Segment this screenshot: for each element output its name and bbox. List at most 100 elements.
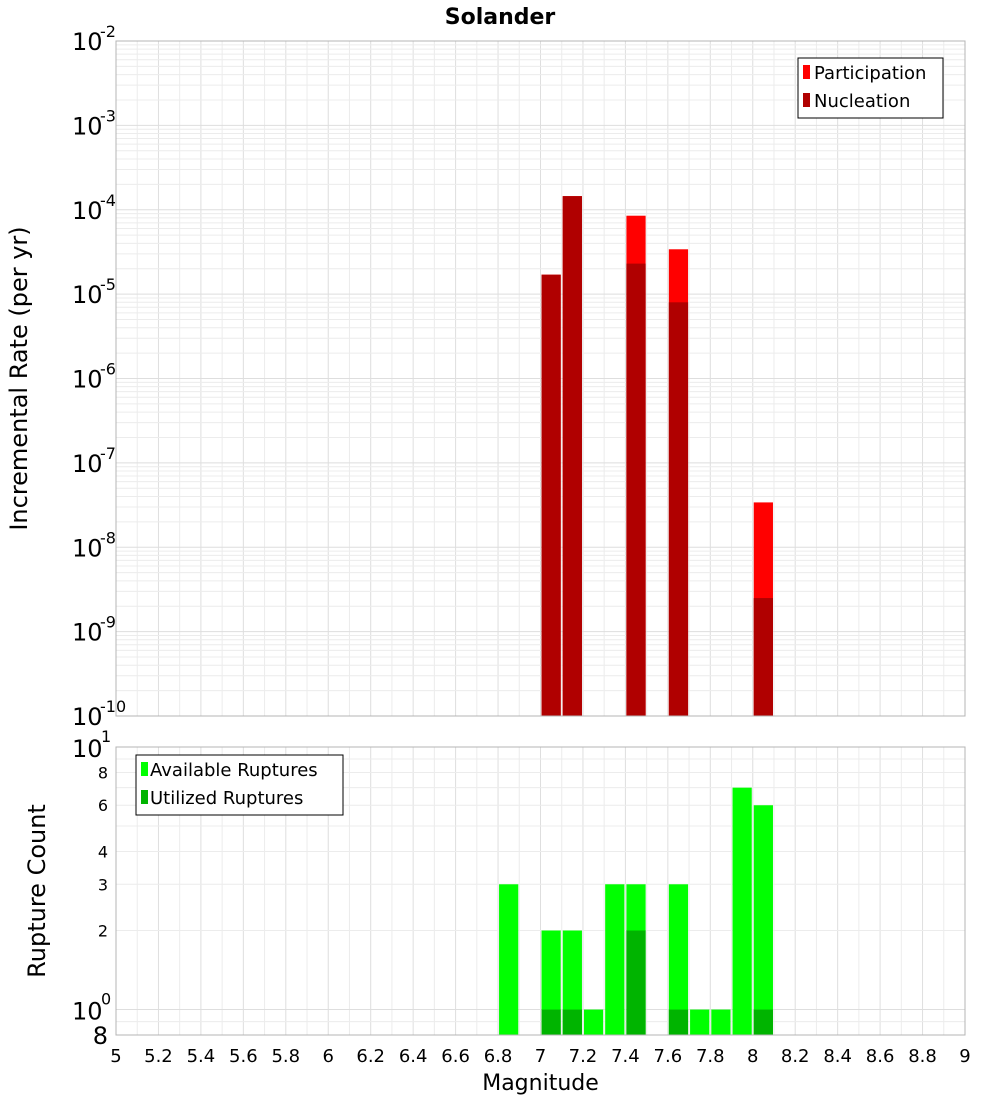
utilized-ruptures-bar [562,1009,582,1035]
available-ruptures-bar [711,1009,731,1035]
x-tick-label: 8.2 [781,1046,810,1067]
x-tick-label: 5.6 [229,1046,258,1067]
bottom-y-power-tick: 100 [72,990,111,1026]
x-tick-labels: 5 5.2 5.4 5.6 5.8 6 6.2 6.4 6.6 6.8 7 7.2 7.4 7.6 7.8 8… [110,1046,970,1067]
x-tick-label: 6 [323,1046,334,1067]
legend-swatch [803,93,810,107]
svg-text:-2: -2 [100,22,116,41]
top-y-tick-label: 10-8 [72,528,116,562]
bottom-y-power-tick: 101 [72,727,111,763]
nucleation-bar [541,274,561,716]
x-tick-label: 9 [959,1046,970,1067]
top-y-tick-label: 10-2 [72,22,116,56]
available-ruptures-bar [541,930,561,1035]
svg-text:10: 10 [72,197,103,225]
available-ruptures-bar [499,884,519,1035]
legend-label: Nucleation [814,91,910,112]
available-ruptures-bar [732,787,752,1035]
available-ruptures-bar [562,930,582,1035]
svg-text:-3: -3 [100,106,116,125]
bottom-bars [499,787,773,1035]
legend-swatch [141,790,148,804]
bottom-y-tick-label: 8 [93,1022,108,1050]
top-y-tick-label: 10-5 [72,275,116,309]
chart-title: Solander [445,5,556,30]
bottom-y-tick-label: 2 [98,922,108,941]
bottom-y-tick-label: 8 [98,763,108,782]
x-tick-label: 6.4 [399,1046,428,1067]
top-bars [541,196,773,717]
svg-text:-6: -6 [100,360,116,379]
utilized-ruptures-bar [753,1009,773,1035]
x-tick-label: 6.8 [484,1046,513,1067]
bottom-plot-frame [115,746,966,1036]
bottom-y-tick-label: 3 [98,875,108,894]
available-ruptures-bar [605,884,625,1035]
top-y-tick-label: 10-9 [72,613,116,647]
svg-text:10: 10 [72,703,103,731]
x-tick-label: 7.2 [569,1046,598,1067]
svg-text:-5: -5 [100,275,116,294]
svg-text:10: 10 [72,112,103,140]
x-axis-label: Magnitude [482,1071,599,1096]
utilized-ruptures-bar [668,1009,689,1035]
top-plot-frame [115,40,966,717]
nucleation-bar [753,598,773,716]
svg-text:-8: -8 [100,528,116,547]
available-ruptures-bar [753,805,773,1035]
x-tick-label: 7.4 [611,1046,640,1067]
svg-text:10: 10 [72,366,103,394]
top-y-axis-label: Incremental Rate (per yr) [5,226,33,530]
top-y-tick-label: 10-4 [72,191,116,225]
bottom-legend: Available Ruptures Utilized Ruptures [135,754,344,816]
svg-text:-7: -7 [100,444,116,463]
x-tick-label: 8.6 [866,1046,895,1067]
x-tick-label: 5 [110,1046,121,1067]
svg-text:10: 10 [72,450,103,478]
svg-text:10: 10 [72,534,103,562]
svg-text:0: 0 [101,990,111,1009]
x-tick-label: 8 [747,1046,758,1067]
top-legend-box [797,57,944,119]
legend-label: Available Ruptures [150,760,318,781]
nucleation-bar [562,196,582,716]
svg-text:10: 10 [72,281,103,309]
bottom-y-tick-label: 6 [98,796,108,815]
available-ruptures-bar [668,884,689,1035]
x-tick-label: 6.6 [441,1046,470,1067]
svg-text:10: 10 [72,998,103,1026]
top-legend: Participation Nucleation [797,57,944,119]
legend-label: Utilized Ruptures [150,788,303,809]
x-tick-label: 6.2 [356,1046,385,1067]
svg-text:-9: -9 [100,613,116,632]
x-tick-label: 5.4 [187,1046,216,1067]
bottom-y-tick-label: 4 [98,842,108,861]
top-y-tick-label: 10-7 [72,444,116,478]
bottom-legend-box [135,754,344,816]
svg-text:-10: -10 [100,697,126,716]
legend-swatch [141,762,148,776]
svg-text:10: 10 [72,619,103,647]
x-tick-label: 8.8 [908,1046,937,1067]
x-tick-label: 7.8 [696,1046,725,1067]
x-tick-label: 5.2 [144,1046,173,1067]
available-ruptures-bar [583,1009,604,1035]
x-tick-label: 8.4 [823,1046,852,1067]
legend-label: Participation [814,63,926,84]
available-ruptures-bar [690,1009,710,1035]
svg-text:-4: -4 [100,191,116,210]
nucleation-bar [668,302,689,716]
utilized-ruptures-bar [541,1009,561,1035]
utilized-ruptures-bar [626,930,646,1035]
x-tick-label: 7.6 [654,1046,683,1067]
svg-text:10: 10 [72,28,103,56]
bottom-y-axis-label: Rupture Count [23,804,51,978]
top-y-tick-label: 10-3 [72,106,116,140]
top-gridlines [115,41,966,717]
top-y-tick-label: 10-6 [72,360,116,394]
